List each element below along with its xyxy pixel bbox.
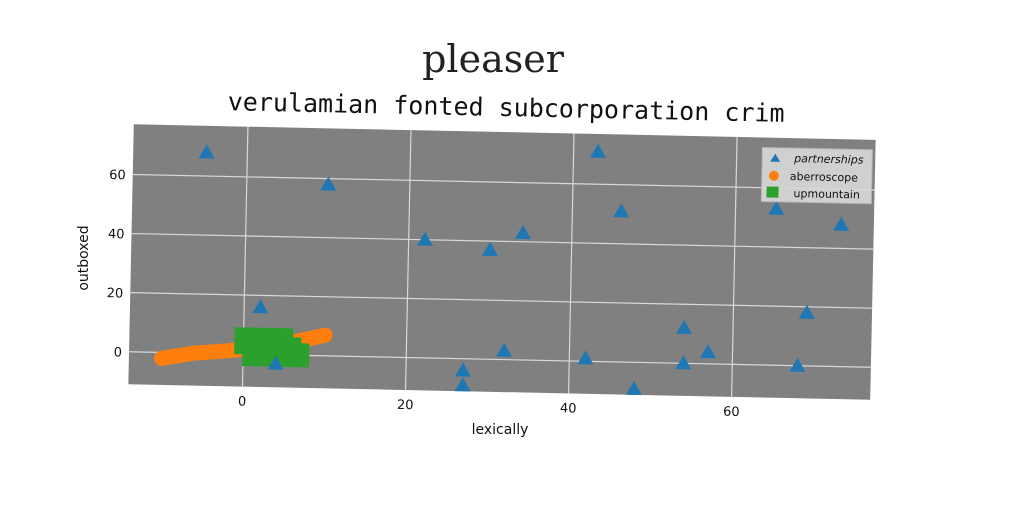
legend-square-icon [766, 186, 779, 198]
partnerships-point [496, 342, 513, 357]
y-tick-label: 0 [114, 345, 123, 360]
upmountain-point [242, 348, 261, 367]
y-tick-label: 40 [108, 227, 125, 242]
legend-triangle-icon [770, 153, 781, 162]
legend-label-upmountain: upmountain [793, 187, 860, 201]
y-tick-label: 60 [109, 168, 126, 183]
y-gridline [130, 292, 873, 309]
x-gridline [404, 130, 412, 391]
legend-label-partnerships: partnerships [793, 152, 864, 166]
data-marks [154, 143, 850, 396]
y-gridline [132, 173, 875, 191]
legend-circle-icon [768, 170, 779, 181]
partnerships-point [625, 380, 642, 396]
chart-title: verulamian fonted subcorporation crim [227, 87, 784, 128]
aberroscope-point [154, 351, 169, 366]
x-tick-label: 60 [723, 405, 740, 420]
x-tick-label: 40 [560, 401, 577, 416]
legend: partnerships aberroscope upmountain [760, 146, 873, 205]
partnerships-point [675, 319, 692, 335]
partnerships-point [267, 355, 284, 370]
x-tick-label: 20 [397, 398, 414, 413]
partnerships-point [577, 350, 594, 365]
figure-suptitle: pleaser [422, 37, 565, 81]
partnerships-point [416, 231, 433, 246]
aberroscope-point [187, 346, 202, 361]
grid [129, 126, 875, 397]
partnerships-point [481, 241, 498, 257]
partnerships-point [789, 357, 806, 372]
legend-frame [760, 146, 873, 205]
partnerships-point [514, 224, 531, 240]
tick-labels: 0 20 40 60 0 20 40 60 [107, 168, 740, 420]
partnerships-point [320, 176, 337, 191]
legend-label-aberroscope: aberroscope [790, 170, 859, 184]
x-tick-label: 0 [238, 395, 247, 410]
y-tick-label: 20 [107, 286, 124, 301]
partnerships-point [454, 362, 471, 377]
x-gridline [731, 136, 738, 397]
y-gridline [131, 232, 874, 250]
partnerships-point [198, 144, 215, 159]
partnerships-point [798, 304, 815, 319]
partnerships-point [589, 143, 606, 158]
aberroscope-point [318, 328, 333, 343]
y-axis-label: outboxed [76, 225, 92, 290]
partnerships-point [675, 355, 692, 370]
x-gridline [567, 133, 575, 394]
upmountain-point [282, 345, 302, 365]
partnerships-point [454, 377, 471, 392]
partnerships-point [613, 203, 630, 218]
partnerships-point [252, 299, 269, 314]
plot-area: 0 20 40 60 0 20 40 60 partnerships aberroscope … [107, 124, 876, 420]
aberroscope-point [219, 343, 234, 358]
partnerships-point [768, 200, 785, 215]
partnerships-point [699, 344, 716, 359]
partnerships-point [833, 216, 850, 231]
x-axis-label: lexically [472, 422, 529, 438]
